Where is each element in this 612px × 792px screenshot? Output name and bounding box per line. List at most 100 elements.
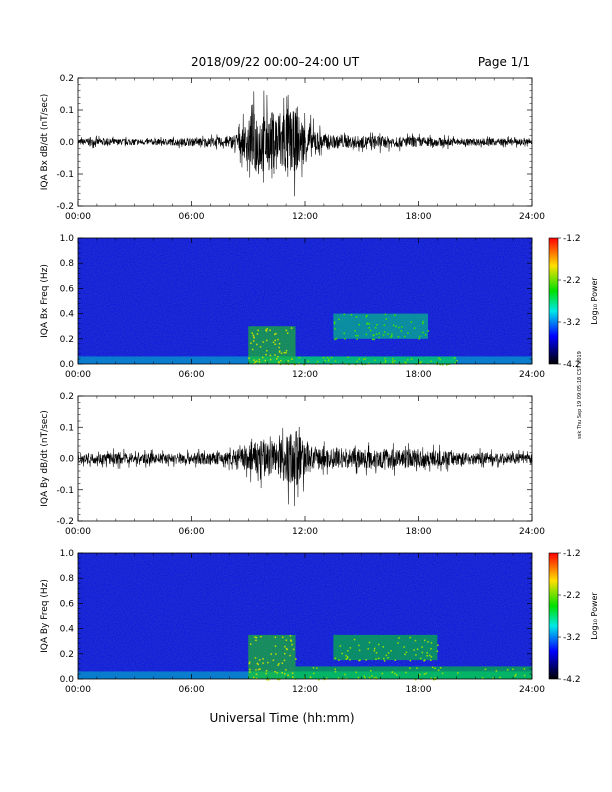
spectrogram-speck xyxy=(316,667,318,669)
spectrogram-feature xyxy=(248,326,296,364)
spectrogram-speck xyxy=(430,659,432,662)
spectrogram-speck xyxy=(409,667,411,670)
spectrogram-speck xyxy=(375,652,378,654)
spectrogram-speck xyxy=(385,318,388,320)
spectrogram-speck xyxy=(358,323,361,326)
spectrogram-speck xyxy=(383,324,386,326)
spectrogram-speck xyxy=(337,677,340,679)
y-tick-label: 0.0 xyxy=(60,138,75,148)
spectrogram-speck xyxy=(358,358,361,360)
spectrogram-speck xyxy=(410,321,413,323)
spectrogram-speck xyxy=(324,359,326,362)
spectrogram-speck xyxy=(355,334,357,337)
spectrogram-speck xyxy=(284,673,286,675)
y-tick-label: -0.2 xyxy=(56,202,74,212)
spectrogram-speck xyxy=(256,333,259,335)
spectrogram-speck xyxy=(278,342,281,345)
spectrogram-speck xyxy=(375,333,378,335)
spectrogram-speck xyxy=(392,324,395,327)
spectrogram-speck xyxy=(383,657,385,660)
spectrogram-speck xyxy=(378,336,380,339)
spectrogram-speck xyxy=(403,646,405,648)
y-tick-label: 0.4 xyxy=(60,625,75,635)
spectrogram-speck xyxy=(285,647,288,650)
spectrogram-speck xyxy=(427,641,429,643)
spectrogram-feature xyxy=(248,634,296,679)
spectrogram-speck xyxy=(322,357,325,359)
spectrogram-speck xyxy=(312,667,315,669)
spectrogram-speck xyxy=(251,332,253,334)
spectrogram-speck xyxy=(383,331,386,333)
spectrogram-speck xyxy=(405,671,407,674)
spectrogram-speck xyxy=(283,659,286,662)
x-tick-label: 12:00 xyxy=(292,527,318,537)
spectrogram-speck xyxy=(266,349,268,352)
y-tick-label: 0.6 xyxy=(60,599,75,609)
spectrogram-speck xyxy=(257,329,259,332)
spectrogram-speck xyxy=(326,677,328,680)
spectrogram-speck xyxy=(347,356,349,358)
spectrogram-speck xyxy=(258,361,261,363)
spectrogram-speck xyxy=(278,351,281,353)
spectrogram-speck xyxy=(409,659,412,662)
spectrogram-speck xyxy=(434,677,436,679)
spectrogram-speck xyxy=(269,358,272,361)
colorbar-tick-label: -3.2 xyxy=(563,633,581,643)
spectrogram-speck xyxy=(292,676,294,678)
spectrogram-speck xyxy=(400,330,403,332)
spectrogram-speck xyxy=(266,328,268,330)
spectrogram-speck xyxy=(374,359,376,362)
spectrogram-speck xyxy=(286,648,288,651)
spectrogram-speck xyxy=(266,678,268,681)
spectrogram-noise xyxy=(78,553,532,679)
spectrogram-speck xyxy=(410,358,413,360)
x-tick-label: 18:00 xyxy=(406,685,432,695)
spectrogram-speck xyxy=(289,634,292,637)
spectrogram-speck xyxy=(366,314,368,317)
spectrogram-speck xyxy=(278,678,281,681)
spectrogram-speck xyxy=(334,670,337,673)
spectrogram-speck xyxy=(391,333,393,335)
spectrogram-speck xyxy=(404,362,406,365)
spectrogram-speck xyxy=(359,659,361,661)
spectrogram-speck xyxy=(285,639,288,641)
y-tick-label: 0.0 xyxy=(60,455,75,465)
spectrogram-speck xyxy=(259,346,262,348)
spectrogram-speck xyxy=(272,341,275,344)
spectrogram-speck xyxy=(389,336,392,338)
spectrogram-speck xyxy=(416,667,418,669)
spectrogram-speck xyxy=(341,652,343,655)
spectrogram-speck xyxy=(390,335,393,337)
spectrogram-speck xyxy=(365,315,367,318)
spectrogram-speck xyxy=(256,662,259,665)
colorbar-label: Log₁₀ Power xyxy=(590,277,599,325)
y-tick-label: 0.2 xyxy=(60,74,74,84)
spectrogram-speck xyxy=(439,667,442,669)
spectrogram-speck xyxy=(349,659,351,661)
spectrogram-speck xyxy=(405,362,408,365)
spectrogram-speck xyxy=(414,678,417,681)
spectrogram-speck xyxy=(432,678,435,681)
spectrogram-speck xyxy=(328,358,330,361)
spectrogram-speck xyxy=(394,672,396,675)
spectrogram-speck xyxy=(323,678,326,681)
spectrogram-speck xyxy=(378,332,380,335)
spectrogram-speck xyxy=(285,669,287,671)
spectrogram-speck xyxy=(364,357,367,360)
spectrogram-speck xyxy=(423,673,426,675)
spectrogram-speck xyxy=(376,324,378,326)
spectrogram-speck xyxy=(373,649,376,652)
colorbar-tick-label: -1.2 xyxy=(563,234,581,244)
spectrogram-speck xyxy=(355,671,357,674)
spectrogram-speck xyxy=(421,651,424,654)
spectrogram-speck xyxy=(397,336,400,338)
spectrogram-speck xyxy=(355,316,358,318)
spectrogram-speck xyxy=(512,668,514,671)
spectrogram-speck xyxy=(377,643,380,646)
colorbar-tick-label: -1.2 xyxy=(563,549,581,559)
spectrogram-speck xyxy=(423,660,425,662)
spectrogram-speck xyxy=(277,338,279,341)
spectrogram-speck xyxy=(381,672,384,675)
spectrogram-speck xyxy=(345,654,347,657)
y-tick-label: 0.2 xyxy=(60,335,74,345)
